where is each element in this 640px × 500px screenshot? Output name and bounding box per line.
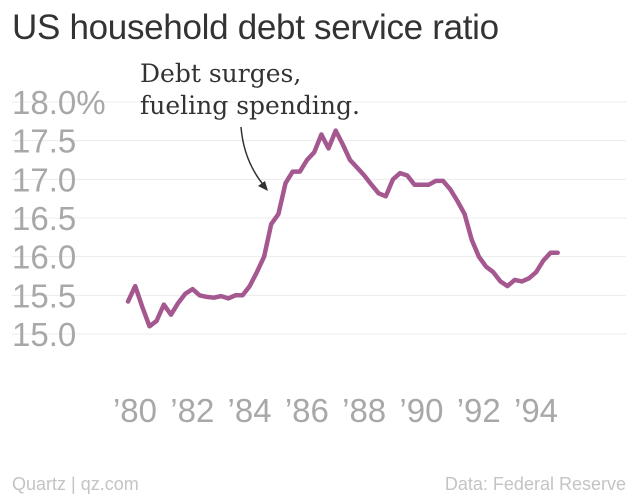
x-tick-label: ’88 xyxy=(342,392,386,429)
y-tick-label: 17.0 xyxy=(12,161,76,198)
y-tick-label: 15.0 xyxy=(12,316,76,353)
x-tick-label: ’84 xyxy=(228,392,272,429)
y-tick-label: 16.0 xyxy=(12,239,76,276)
annotation-line-2: fueling spending. xyxy=(140,91,360,120)
series-line xyxy=(125,128,560,329)
annotation: Debt surges, fueling spending. xyxy=(140,59,360,191)
x-tick-label: ’86 xyxy=(285,392,329,429)
y-tick-label: 15.5 xyxy=(12,277,76,314)
x-tick-label: ’82 xyxy=(170,392,214,429)
y-tick-label: 18.0% xyxy=(12,84,106,121)
y-tick-label: 17.5 xyxy=(12,123,76,160)
x-tick-label: ’94 xyxy=(514,392,558,429)
x-tick-label: ’90 xyxy=(399,392,443,429)
annotation-line-1: Debt surges, xyxy=(140,59,301,88)
x-axis-tick-labels: ’80 ’82 ’84 ’86 ’88 ’90 ’92 ’94 xyxy=(113,392,558,429)
footer-source-left: Quartz | qz.com xyxy=(12,474,139,494)
y-tick-label: 16.5 xyxy=(12,200,76,237)
series-group xyxy=(125,128,560,329)
annotation-arrowhead xyxy=(258,181,268,191)
y-axis-tick-labels: 15.015.516.016.517.017.518.0% xyxy=(12,84,106,353)
x-tick-label: ’92 xyxy=(457,392,501,429)
chart-title: US household debt service ratio xyxy=(12,8,499,47)
footer-source-right: Data: Federal Reserve xyxy=(444,474,626,494)
x-tick-label: ’80 xyxy=(113,392,157,429)
